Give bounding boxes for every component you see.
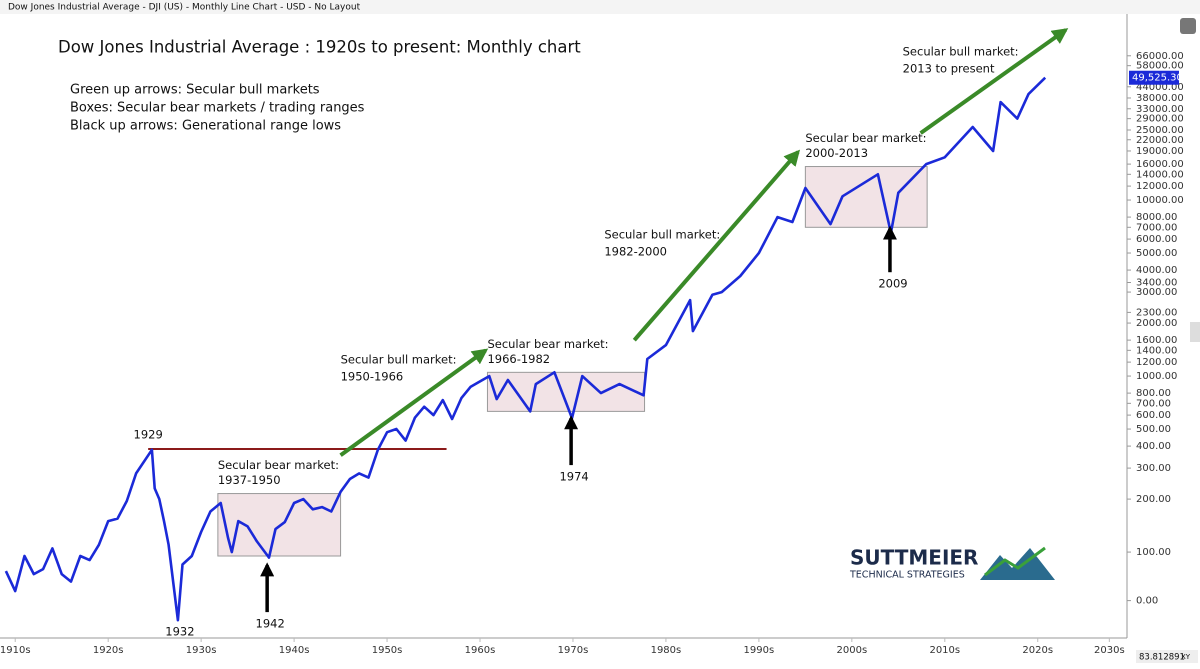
x-tick-label: 1980s <box>651 645 682 656</box>
low-label: 1942 <box>256 617 285 631</box>
bear-box <box>804 166 928 228</box>
y-tick-label: 16000.00 <box>1136 159 1184 170</box>
logo-arrow <box>984 546 1046 577</box>
y-tick-label: 10000.00 <box>1136 195 1184 206</box>
y-tick-label: 14000.00 <box>1136 169 1184 180</box>
x-tick-label: 1940s <box>279 645 310 656</box>
low-label: 2009 <box>878 277 907 291</box>
x-tick-label: 2000s <box>837 645 868 656</box>
y-tick-label: 500.00 <box>1136 424 1171 435</box>
crosshair-box <box>1136 650 1198 663</box>
y-tick-label: 12000.00 <box>1136 181 1184 192</box>
y-tick-label: 33000.00 <box>1136 104 1184 115</box>
y-tick-label: 600.00 <box>1136 410 1171 421</box>
note: Green up arrows: Secular bull markets <box>70 83 320 98</box>
y-tick-label: 100.00 <box>1136 547 1171 558</box>
y-tick-label: 300.00 <box>1136 463 1171 474</box>
y-tick-label: 400.00 <box>1136 441 1171 452</box>
chart-title: Dow Jones Industrial Average : 1920s to … <box>58 38 581 57</box>
x-tick-label: 1950s <box>372 645 403 656</box>
x-tick-label: 1920s <box>93 645 124 656</box>
bull-arrow <box>632 149 801 342</box>
note: Black up arrows: Generational range lows <box>70 119 341 134</box>
box-label: 2000-2013 <box>805 146 868 160</box>
y-tick-label: 5000.00 <box>1136 248 1177 259</box>
logo-mountain <box>980 548 1055 580</box>
bull-label: 2013 to present <box>903 61 995 75</box>
last-value-label: 49,525.30 <box>1132 73 1183 84</box>
y-tick-label: 19000.00 <box>1136 146 1184 157</box>
y-tick-label: 800.00 <box>1136 388 1171 399</box>
y-tick-label: 7000.00 <box>1136 222 1177 233</box>
logo-name: SUTTMEIER <box>850 546 978 570</box>
box-label: Secular bear market: <box>805 131 926 145</box>
y-tick-label: 22000.00 <box>1136 135 1184 146</box>
last-value-tag <box>1129 70 1179 85</box>
y-tick-label: 66000.00 <box>1136 51 1184 62</box>
bull-label: 1982-2000 <box>604 245 667 259</box>
x-tick-label: 1930s <box>186 645 217 656</box>
x-tick-label: 2010s <box>929 645 960 656</box>
y-tick-label: 1200.00 <box>1136 357 1177 368</box>
x-tick-label: 1910s <box>0 645 31 656</box>
y-tick-label: 2000.00 <box>1136 318 1177 329</box>
logo: SUTTMEIER TECHNICAL STRATEGIES <box>849 546 1055 581</box>
y-tick-label: 1000.00 <box>1136 371 1177 382</box>
top-bar <box>0 0 1200 14</box>
side-toggle[interactable] <box>1190 322 1200 342</box>
box-label: 1966-1982 <box>487 352 550 366</box>
bull-label: Secular bull market: <box>341 353 457 367</box>
x-tick-label: 1970s <box>558 645 589 656</box>
y-tick-label: 1400.00 <box>1136 345 1177 356</box>
bull-label: Secular bull market: <box>604 228 720 242</box>
y-tick-label: 3400.00 <box>1136 278 1177 289</box>
bull-arrow <box>919 28 1069 135</box>
bull-label: Secular bull market: <box>903 44 1019 58</box>
y-tick-label: 38000.00 <box>1136 93 1184 104</box>
low-label: 1932 <box>165 625 194 639</box>
y-tick-label: 58000.00 <box>1136 61 1184 72</box>
y-tick-label: 700.00 <box>1136 398 1171 409</box>
y-tick-label: 1600.00 <box>1136 335 1177 346</box>
y-tick-label: 29000.00 <box>1136 114 1184 125</box>
x-tick-label: 2020s <box>1022 645 1053 656</box>
price-line <box>4 76 1047 622</box>
crosshair-mode[interactable]: XY <box>1181 653 1191 661</box>
box-label: 1937-1950 <box>218 473 281 487</box>
x-tick-label: 1960s <box>465 645 496 656</box>
y-tick-label: 0.00 <box>1136 596 1158 607</box>
low-label: 1974 <box>559 470 588 484</box>
y-tick-label: 200.00 <box>1136 494 1171 505</box>
x-tick-label: 2030s <box>1094 645 1125 656</box>
logo-tagline: TECHNICAL STRATEGIES <box>849 570 965 581</box>
box-label: Secular bear market: <box>218 458 339 472</box>
y-tick-label: 8000.00 <box>1136 212 1177 223</box>
box-label: Secular bear market: <box>487 337 608 351</box>
y-tick-label: 6000.00 <box>1136 234 1177 245</box>
bull-label: 1950-1966 <box>341 370 404 384</box>
y-tick-label: 4000.00 <box>1136 265 1177 276</box>
window-title: Dow Jones Industrial Average - DJI (US) … <box>8 3 361 13</box>
y-tick-label: 44000.00 <box>1136 82 1184 93</box>
note: Boxes: Secular bear markets / trading ra… <box>70 101 365 116</box>
reference-label: 1929 <box>134 428 163 442</box>
y-tick-label: 3000.00 <box>1136 287 1177 298</box>
crosshair-value: 83.812891 <box>1139 653 1185 663</box>
bull-arrow <box>339 348 489 457</box>
x-tick-label: 1990s <box>744 645 775 656</box>
lock-icon[interactable] <box>1180 18 1196 34</box>
y-tick-label: 2300.00 <box>1136 307 1177 318</box>
y-tick-label: 25000.00 <box>1136 125 1184 136</box>
